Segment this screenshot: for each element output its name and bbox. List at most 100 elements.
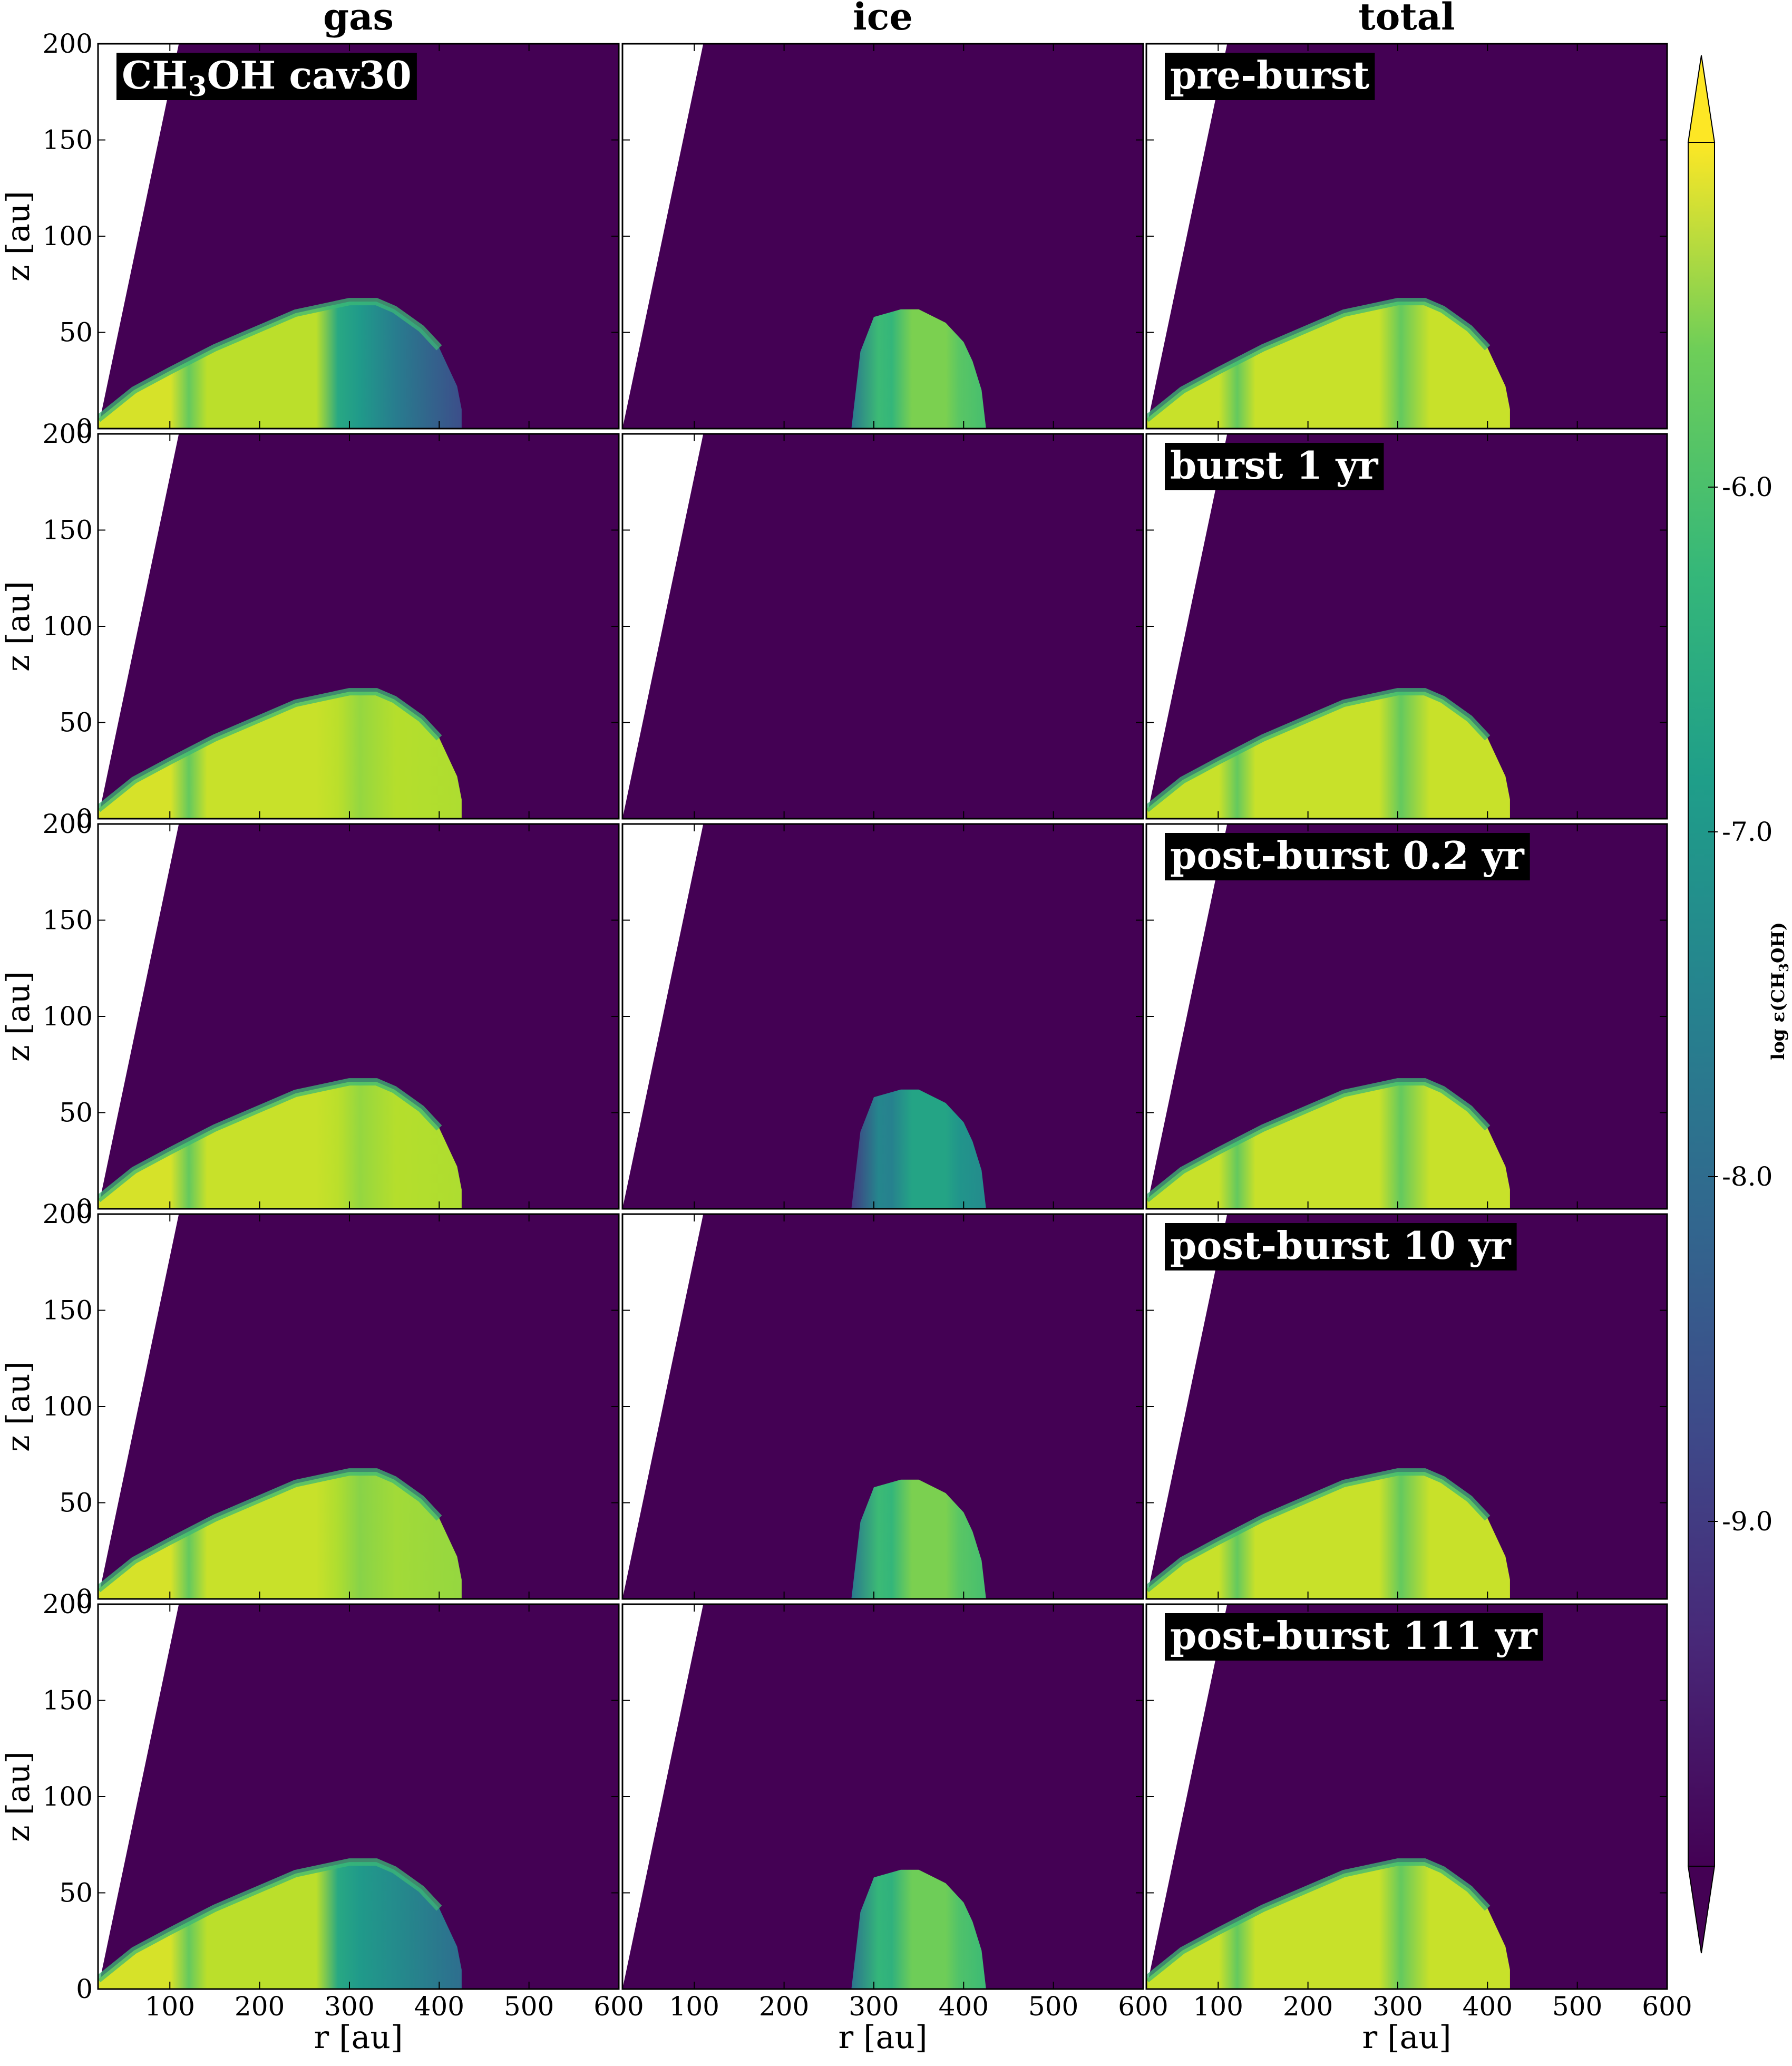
x-tick-label: 500 [1028,1991,1078,2022]
total-abundance-region [1146,302,1510,429]
x-tick-label: 300 [324,1991,374,2022]
disk-surface-layer [98,688,442,812]
column-title-total: total [1358,0,1455,38]
total-abundance-region [1146,1862,1510,1989]
cavity-wedge [98,434,179,819]
panel-label: post-burst 111 yr [1170,1613,1538,1658]
panel-total-5: 100 200 300 400 500 600 r [au] post-burst 111 y… [1145,1603,1692,2056]
panel-ice-5: 100 200 300 400 500 600 r [au] [621,1603,1168,2056]
y-tick-label: 150 [43,1685,93,1716]
gas-abundance-region [98,692,462,819]
y-tick-label: 200 [43,28,93,59]
colorbar-gradient [1688,142,1715,1866]
disk-surface-layer [1146,1858,1491,1983]
x-axis-label: r [au] [314,2019,403,2056]
x-tick-label: 200 [759,1991,809,2022]
panel-ice-4 [621,1213,1144,1600]
panel-total-2: burst 1 yr [1145,433,1668,820]
y-axis-label: z [au] [0,1361,37,1452]
species-subscript: 3 [188,71,207,103]
species-prefix: CH [122,53,188,98]
column-title-gas: gas [323,0,394,38]
species-suffix: OH cav30 [207,53,412,98]
y-tick-label: 0 [76,1194,93,1224]
y-axis-label: z [au] [0,971,37,1062]
cavity-wedge [98,1214,179,1599]
colorbar-label: log ε(CH3OH) [1768,922,1791,1060]
colorbar-frame [1688,142,1715,1867]
x-tick-label: 200 [1283,1991,1333,2022]
panel-label: post-burst 0.2 yr [1170,833,1525,878]
species-label-box [116,53,417,100]
panel-total-1: pre-burst [1145,43,1668,430]
x-tick-label: 100 [1193,1991,1243,2022]
y-tick-label: 150 [43,125,93,156]
panel-gas-2: 0 50 100 150 200 z [au] [0,419,620,834]
colorbar: -6.0 -7.0 -8.0 -9.0 log ε(CH3OH) [1687,55,1791,1954]
y-tick-label: 50 [59,1098,93,1128]
ice-region [851,309,986,429]
x-tick-label: 600 [1642,1991,1692,2022]
panel-label-box [1165,443,1384,490]
y-tick-label: 50 [59,317,93,348]
x-tick-label: 200 [235,1991,285,2022]
y-tick-label: 100 [43,611,93,642]
y-tick-label: 0 [76,413,93,444]
y-tick-label: 200 [43,419,93,449]
y-tick-label: 0 [76,1584,93,1614]
cavity-wedge [1146,824,1228,1209]
colorbar-extend-max [1687,55,1716,143]
x-tick-label: 100 [145,1991,195,2022]
x-tick-label: 500 [504,1991,554,2022]
colorbar-label-prefix: log ε(CH [1768,972,1789,1060]
y-axis-label: z [au] [0,191,37,282]
cavity-wedge [622,434,704,819]
disk-surface-layer [98,298,442,422]
disk-surface-layer [1146,1468,1491,1593]
total-abundance-region [1146,692,1510,819]
colorbar-label-subscript: 3 [1776,963,1791,972]
gas-abundance-region [98,302,462,429]
y-tick-label: 50 [59,707,93,738]
y-tick-label: 150 [43,515,93,546]
cavity-wedge [622,1214,704,1599]
disk-surface-layer [1146,1078,1491,1202]
x-tick-label: 300 [1372,1991,1423,2022]
cavity-wedge [98,824,179,1209]
panel-gas-5: 100 200 300 400 500 600 0 50 100 150 200 z [au] r [a… [0,1589,644,2056]
y-tick-label: 100 [43,1781,93,1812]
disk-surface-layer [98,1858,442,1983]
colorbar-tick-label: -8.0 [1722,1161,1772,1192]
panel-gas-1: 0 50 100 150 200 z [au] CH3OH cav30 [0,28,620,444]
total-abundance-region [1146,1472,1510,1599]
heatmap-background [622,434,1143,819]
y-tick-label: 200 [43,1199,93,1229]
x-axis-label: r [au] [1362,2019,1452,2056]
panel-grid: 0 50 100 150 200 z [au] CH3OH cav30 pre-burst 0 5… [0,28,1692,2056]
panel-total-4: post-burst 10 yr [1145,1213,1668,1600]
species-label: CH3OH cav30 [122,53,412,103]
panel-ice-1 [621,43,1144,430]
cavity-wedge [622,824,704,1209]
x-tick-label: 300 [849,1991,899,2022]
ice-region [851,1869,986,1989]
gas-abundance-region [98,1082,462,1209]
x-tick-label: 500 [1552,1991,1602,2022]
disk-surface-layer [1146,688,1491,812]
x-axis-label: r [au] [839,2019,928,2056]
y-tick-label: 150 [43,1295,93,1326]
y-tick-label: 100 [43,1391,93,1422]
y-axis-label: z [au] [0,581,37,672]
cavity-wedge [1146,434,1228,819]
colorbar-tick-label: -6.0 [1722,472,1772,502]
x-tick-label: 400 [1463,1991,1513,2022]
disk-surface-layer [98,1468,442,1593]
panel-ice-2 [621,433,1144,820]
panel-label-box [1165,1613,1543,1661]
y-tick-label: 200 [43,1589,93,1619]
total-abundance-region [1146,1082,1510,1209]
x-tick-label: 400 [414,1991,464,2022]
y-tick-label: 150 [43,905,93,936]
disk-surface-layer [1146,298,1491,422]
cavity-wedge [1146,1214,1228,1599]
